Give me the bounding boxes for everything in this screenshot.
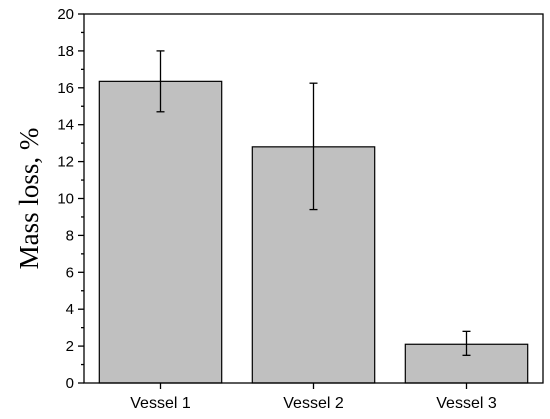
bar (98, 80, 223, 384)
y-tick-label: 0 (66, 375, 74, 392)
error-bars (156, 50, 471, 356)
y-tick-label: 18 (57, 43, 74, 60)
y-tick-label: 2 (66, 338, 74, 355)
y-axis-ticks: 0 2 4 6 8 10 12 14 16 18 20 (57, 6, 84, 392)
y-tick-label: 8 (66, 227, 74, 244)
y-axis-label: Mass loss, % (14, 128, 44, 270)
y-tick-label: 12 (57, 154, 74, 171)
y-tick-label: 6 (66, 264, 74, 281)
x-tick-label: Vessel 1 (130, 395, 191, 412)
x-tick-label: Vessel 3 (436, 395, 497, 412)
plot-frame (83, 13, 544, 384)
x-axis-ticks: Vessel 1 Vessel 2 Vessel 3 (130, 383, 497, 412)
y-tick-label: 14 (57, 117, 74, 134)
x-tick-label: Vessel 2 (283, 395, 344, 412)
y-tick-label: 20 (57, 6, 74, 23)
y-tick-label: 4 (66, 301, 74, 318)
y-tick-label: 10 (57, 191, 74, 208)
y-tick-label: 16 (57, 80, 74, 97)
